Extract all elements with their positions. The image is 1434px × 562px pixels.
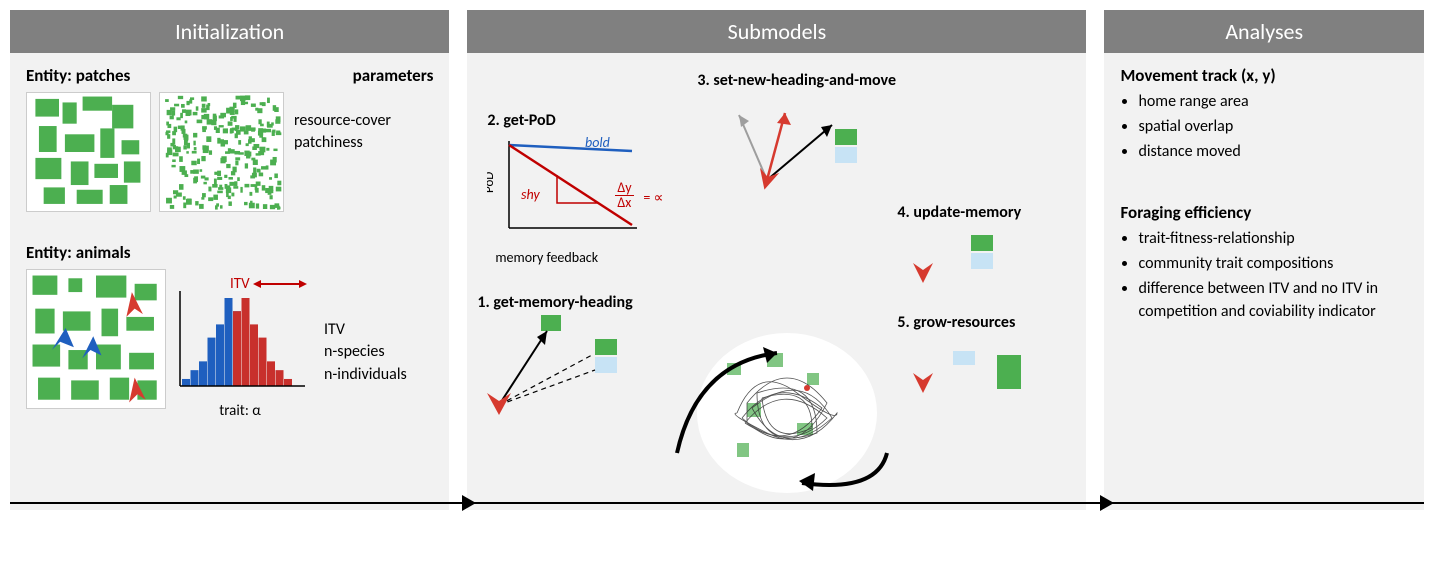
parameters-label: parameters [353,65,434,86]
entity-animals-label: Entity: animals [26,242,131,263]
step2-label: 2. get-PoD [487,111,555,130]
movement-item: home range area [1138,90,1408,113]
foraging-item: difference between ITV and no ITV in com… [1138,277,1408,323]
param-patchiness: patchiness [294,132,391,154]
foraging-item: trait-fitness-relationship [1138,227,1408,250]
param-nindividuals: n-individuals [324,364,407,386]
panel-submodels: Submodels 2. get-PoD 3. set-new-heading-… [467,10,1086,510]
param-resource-cover: resource-cover [294,110,391,132]
param-itv: ITV [324,319,407,341]
panel-analyses: Analyses Movement track (x, y) home rang… [1104,10,1424,510]
panel-header-ana: Analyses [1104,10,1424,53]
patch-fine [159,92,284,212]
histogram-wrap: ITV trait: α [170,281,310,420]
movement-item: spatial overlap [1138,115,1408,138]
foraging-list: trait-fitness-relationshipcommunity trai… [1120,227,1408,324]
itv-text: ITV [230,275,250,293]
entity-patches-label: Entity: patches [26,65,130,86]
panel-body-sub: 2. get-PoD 3. set-new-heading-and-move 4… [467,53,1086,510]
param-nspecies: n-species [324,341,407,363]
animal-landscape [26,269,166,409]
pod-y-label: PoD [487,172,497,193]
flow-arrow-2 [1100,495,1114,511]
animals-row: ITV trait: α ITV n-sp [26,269,433,420]
patch-params: resource-cover patchiness [294,110,391,212]
pod-bold-label: bold [585,134,610,151]
pod-shy-label: shy [521,186,540,203]
step3-illustration [727,95,877,205]
step5-label: 5. grow-resources [897,313,1015,332]
flowline [10,502,1424,504]
panel-initialization: Initialization Entity: patches parameter… [10,10,449,510]
step1-label: 1. get-memory-heading [477,293,632,312]
panel-body-ana: Movement track (x, y) home range areaspa… [1104,53,1424,510]
foraging-title: Foraging efficiency [1120,202,1408,223]
pod-formula: Δy Δx [615,181,633,210]
itv-label: ITV [230,275,307,293]
step4-illustration [907,227,1027,297]
diagram-container: Initialization Entity: patches parameter… [10,10,1424,510]
pod-eq: = ∝ [643,189,663,206]
step3-label: 3. set-new-heading-and-move [697,71,896,90]
movement-title: Movement track (x, y) [1120,65,1408,86]
trait-axis-label: trait: α [170,402,310,420]
flow-arrow-1 [462,495,476,511]
histogram-chart [170,281,310,401]
panel-header-sub: Submodels [467,10,1086,53]
patch-coarse [26,92,151,212]
panel-body-init: Entity: patches parameters [10,53,449,510]
pod-x-label: memory feedback [495,249,598,266]
movement-list: home range areaspatial overlapdistance m… [1120,90,1408,164]
step4-label: 4. update-memory [897,203,1021,222]
central-track [687,323,887,503]
foraging-item: community trait compositions [1138,252,1408,275]
step5-illustration [907,337,1047,407]
panel-header-init: Initialization [10,10,449,53]
step1-illustration [477,315,647,425]
movement-item: distance moved [1138,140,1408,163]
patches-row [26,92,284,212]
animal-params: ITV n-species n-individuals [324,319,407,386]
